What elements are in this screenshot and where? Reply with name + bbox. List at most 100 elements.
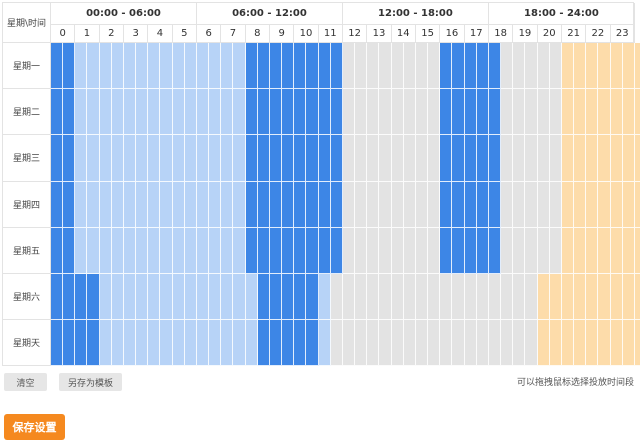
time-slot-cell[interactable] — [209, 227, 222, 274]
time-slot-cell[interactable] — [440, 135, 453, 182]
time-slot-cell[interactable] — [428, 274, 441, 321]
time-slot-cell[interactable] — [610, 181, 623, 228]
time-slot-cell[interactable] — [172, 135, 185, 182]
time-slot-cell[interactable] — [537, 181, 550, 228]
time-slot-cell[interactable] — [257, 89, 270, 136]
time-slot-cell[interactable] — [123, 135, 137, 182]
time-slot-cell[interactable] — [318, 227, 331, 274]
time-slot-cell[interactable] — [561, 43, 575, 90]
time-slot-cell[interactable] — [196, 135, 210, 182]
time-slot-cell[interactable] — [221, 89, 234, 136]
time-slot-cell[interactable] — [111, 43, 124, 90]
time-slot-cell[interactable] — [355, 135, 368, 182]
time-slot-cell[interactable] — [160, 274, 173, 321]
time-slot-cell[interactable] — [330, 227, 343, 274]
time-slot-cell[interactable] — [610, 43, 623, 90]
time-slot-cell[interactable] — [561, 135, 575, 182]
time-slot-cell[interactable] — [391, 181, 404, 228]
time-slot-cell[interactable] — [403, 181, 416, 228]
time-slot-cell[interactable] — [428, 89, 441, 136]
time-slot-cell[interactable] — [501, 274, 514, 321]
time-slot-cell[interactable] — [184, 227, 197, 274]
time-slot-cell[interactable] — [464, 320, 477, 367]
time-slot-cell[interactable] — [111, 320, 124, 367]
time-slot-cell[interactable] — [318, 89, 331, 136]
time-slot-cell[interactable] — [111, 89, 124, 136]
time-slot-cell[interactable] — [440, 181, 453, 228]
time-slot-cell[interactable] — [245, 181, 258, 228]
time-slot-cell[interactable] — [172, 274, 185, 321]
time-slot-cell[interactable] — [111, 274, 124, 321]
time-slot-cell[interactable] — [367, 227, 380, 274]
time-slot-cell[interactable] — [209, 89, 222, 136]
time-slot-cell[interactable] — [403, 274, 416, 321]
time-slot-cell[interactable] — [464, 89, 477, 136]
time-slot-cell[interactable] — [294, 43, 307, 90]
time-slot-cell[interactable] — [513, 274, 526, 321]
time-slot-cell[interactable] — [172, 181, 185, 228]
time-slot-cell[interactable] — [525, 181, 538, 228]
time-slot-cell[interactable] — [269, 274, 283, 321]
time-slot-cell[interactable] — [269, 227, 283, 274]
time-slot-cell[interactable] — [403, 43, 416, 90]
time-slot-cell[interactable] — [196, 227, 210, 274]
time-slot-cell[interactable] — [172, 43, 185, 90]
time-slot-cell[interactable] — [111, 135, 124, 182]
time-slot-cell[interactable] — [537, 320, 550, 367]
time-slot-cell[interactable] — [257, 320, 270, 367]
time-slot-cell[interactable] — [111, 181, 124, 228]
time-slot-cell[interactable] — [233, 43, 246, 90]
time-slot-cell[interactable] — [75, 320, 88, 367]
time-slot-cell[interactable] — [63, 227, 76, 274]
time-slot-cell[interactable] — [123, 43, 137, 90]
time-slot-cell[interactable] — [282, 320, 295, 367]
time-slot-cell[interactable] — [574, 181, 587, 228]
save-settings-button[interactable]: 保存设置 — [4, 414, 65, 440]
time-slot-cell[interactable] — [561, 320, 575, 367]
time-slot-cell[interactable] — [257, 274, 270, 321]
time-slot-cell[interactable] — [452, 227, 465, 274]
time-slot-cell[interactable] — [330, 320, 343, 367]
time-slot-cell[interactable] — [586, 274, 599, 321]
time-slot-cell[interactable] — [245, 135, 258, 182]
time-slot-cell[interactable] — [136, 227, 149, 274]
time-slot-cell[interactable] — [342, 135, 356, 182]
time-slot-cell[interactable] — [452, 274, 465, 321]
time-slot-cell[interactable] — [63, 135, 76, 182]
time-slot-cell[interactable] — [622, 320, 635, 367]
time-slot-cell[interactable] — [306, 135, 319, 182]
time-slot-cell[interactable] — [415, 274, 429, 321]
time-slot-cell[interactable] — [209, 43, 222, 90]
time-slot-cell[interactable] — [367, 320, 380, 367]
time-slot-cell[interactable] — [501, 320, 514, 367]
time-slot-cell[interactable] — [75, 89, 88, 136]
time-slot-cell[interactable] — [184, 89, 197, 136]
time-slot-cell[interactable] — [269, 135, 283, 182]
time-slot-cell[interactable] — [148, 320, 161, 367]
time-slot-cell[interactable] — [598, 274, 611, 321]
time-slot-cell[interactable] — [501, 135, 514, 182]
time-slot-cell[interactable] — [51, 320, 64, 367]
time-slot-cell[interactable] — [598, 320, 611, 367]
time-slot-cell[interactable] — [123, 181, 137, 228]
time-slot-cell[interactable] — [391, 135, 404, 182]
time-slot-cell[interactable] — [415, 89, 429, 136]
time-slot-cell[interactable] — [379, 227, 392, 274]
time-slot-cell[interactable] — [257, 43, 270, 90]
time-slot-cell[interactable] — [476, 135, 489, 182]
time-slot-cell[interactable] — [282, 43, 295, 90]
time-slot-cell[interactable] — [586, 89, 599, 136]
time-slot-cell[interactable] — [148, 181, 161, 228]
time-slot-cell[interactable] — [549, 274, 562, 321]
time-slot-cell[interactable] — [574, 89, 587, 136]
time-slot-cell[interactable] — [269, 89, 283, 136]
time-slot-cell[interactable] — [610, 227, 623, 274]
time-slot-cell[interactable] — [598, 43, 611, 90]
time-slot-cell[interactable] — [136, 320, 149, 367]
time-slot-cell[interactable] — [513, 320, 526, 367]
time-slot-cell[interactable] — [51, 135, 64, 182]
time-slot-cell[interactable] — [196, 89, 210, 136]
time-slot-cell[interactable] — [63, 320, 76, 367]
time-slot-cell[interactable] — [549, 43, 562, 90]
time-slot-cell[interactable] — [233, 227, 246, 274]
